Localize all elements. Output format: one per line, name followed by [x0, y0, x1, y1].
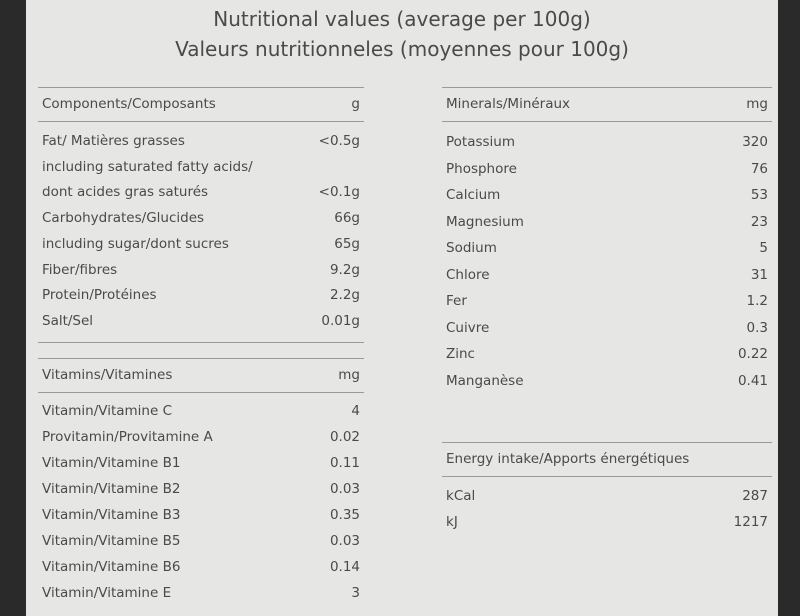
row-label: Vitamin/Vitamine B3	[42, 507, 181, 523]
row-value: 1.2	[746, 293, 768, 309]
row-label: Vitamin/Vitamine B6	[42, 559, 181, 575]
row-label: Fat/ Matières grasses	[42, 133, 185, 149]
row-value: 1217	[733, 514, 768, 530]
row-value: 0.14	[329, 559, 360, 575]
row-value: 76	[750, 160, 768, 177]
title: Nutritional values (average per 100g)	[213, 7, 591, 31]
row-label: Chlore	[446, 266, 490, 283]
row-label: Salt/Sel	[42, 312, 94, 329]
section-header: Components/Composants	[42, 96, 216, 112]
row-label: Manganèse	[446, 372, 524, 389]
row-label: Magnesium	[446, 213, 524, 230]
unit-header: g	[351, 96, 360, 112]
row-label: Vitamin/Vitamine B2	[42, 481, 181, 497]
divider	[442, 121, 772, 122]
row-value: 3	[351, 585, 360, 601]
divider	[38, 392, 364, 393]
row-value: 0.11	[329, 455, 360, 471]
row-value: 2.2g	[329, 287, 360, 304]
row-value: 320	[742, 134, 768, 150]
row-value: <0.5g	[318, 133, 360, 149]
row-label: Cuivre	[446, 319, 490, 336]
row-label: Vitamin/Vitamine B5	[42, 533, 181, 549]
row-value: 0.03	[329, 533, 360, 549]
section-header: Energy intake/Apports énergétiques	[446, 451, 690, 467]
row-value: <0.1g	[318, 184, 360, 201]
row-value: 0.02	[329, 429, 360, 445]
divider	[442, 476, 772, 477]
row-label: Fiber/fibres	[42, 261, 118, 278]
row-value: 65g	[334, 235, 360, 252]
row-label: kJ	[446, 514, 458, 530]
row-value: 4	[351, 403, 360, 419]
row-label: Carbohydrates/Glucides	[42, 210, 205, 227]
row-value: 287	[742, 488, 768, 504]
row-label: Sodium	[446, 240, 497, 256]
unit-header: mg	[338, 367, 360, 383]
divider	[38, 121, 364, 122]
section-header: Vitamins/Vitamines	[42, 367, 173, 383]
row-label: kCal	[446, 488, 476, 504]
row-label: Vitamin/Vitamine E	[42, 585, 172, 601]
row-label: including sugar/dont sucres	[42, 235, 229, 252]
divider	[38, 342, 364, 343]
row-value: 9.2g	[329, 261, 360, 278]
row-label: Phosphore	[446, 160, 517, 177]
row-label: Vitamin/Vitamine B1	[42, 455, 181, 471]
row-value: 66g	[334, 210, 360, 227]
row-label: Zinc	[446, 346, 475, 362]
divider	[38, 87, 364, 88]
row-label: Provitamin/Provitamine A	[42, 429, 213, 445]
nutrition-label: Nutritional values (average per 100g) Va…	[26, 0, 778, 616]
row-label: Fer	[446, 293, 467, 309]
row-label: Calcium	[446, 187, 501, 203]
row-value: 0.22	[737, 346, 768, 362]
row-value: 0.35	[329, 507, 360, 523]
row-label: Protein/Protéines	[42, 287, 157, 304]
row-value: 23	[750, 213, 768, 230]
row-value: 5	[759, 240, 768, 256]
unit-header: mg	[746, 96, 768, 112]
row-value: 0.01g	[321, 312, 360, 329]
row-value: 0.03	[329, 481, 360, 497]
divider	[38, 358, 364, 359]
divider	[442, 442, 772, 443]
section-header: Minerals/Minéraux	[446, 96, 571, 112]
row-label: including saturated fatty acids/	[42, 158, 253, 175]
row-value: 31	[750, 266, 768, 283]
row-label: Potassium	[446, 134, 516, 150]
row-label: Vitamin/Vitamine C	[42, 403, 172, 419]
row-value: 0.41	[737, 372, 768, 389]
divider	[442, 87, 772, 88]
title: Valeurs nutritionneles (moyennes pour 10…	[175, 37, 629, 61]
row-label: dont acides gras saturés	[42, 184, 209, 201]
row-value: 0.3	[746, 319, 768, 336]
row-value: 53	[750, 187, 768, 203]
